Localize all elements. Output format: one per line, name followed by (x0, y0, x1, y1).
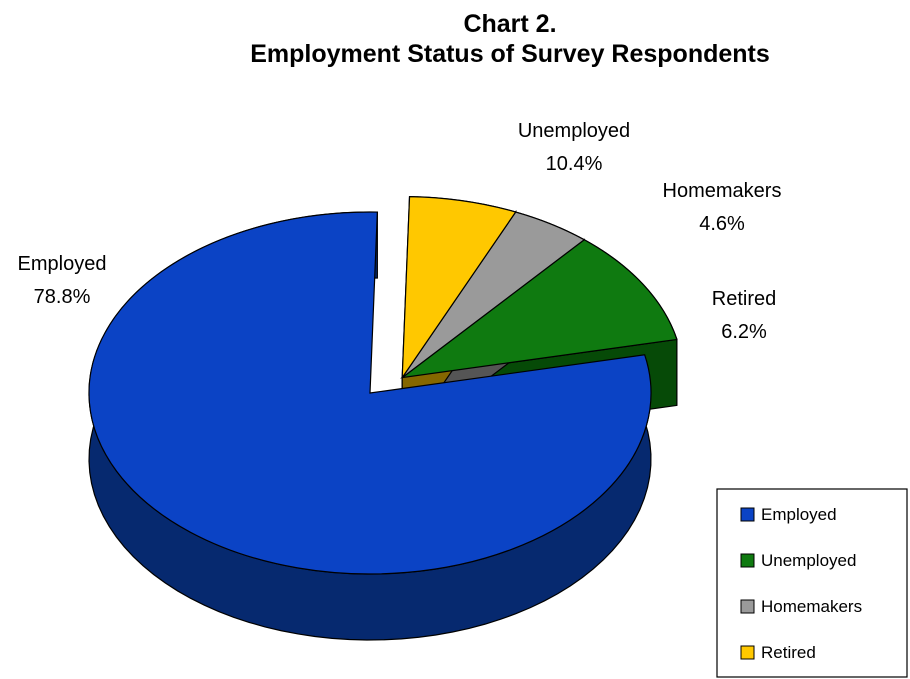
slice-value-label: 6.2% (721, 321, 767, 343)
slice-name-label: Unemployed (518, 120, 630, 142)
legend-label-retired: Retired (761, 643, 816, 662)
slice-name-label: Homemakers (663, 180, 782, 202)
chart-title: Chart 2. (463, 10, 557, 38)
slice-name-label: Retired (712, 288, 776, 310)
pie-slice-retired (401, 196, 517, 380)
legend-label-employed: Employed (761, 505, 837, 524)
slice-value-label: 10.4% (546, 153, 603, 175)
pie-slice-employed (88, 211, 652, 575)
chart-subtitle: Employment Status of Survey Respondents (250, 40, 770, 68)
legend-swatch-homemakers (740, 599, 755, 614)
legend-label-homemakers: Homemakers (761, 597, 862, 616)
slice-value-label: 4.6% (699, 213, 745, 235)
legend-swatch-retired (740, 645, 755, 660)
pie-slice-unemployed (400, 239, 678, 379)
slice-value-label: 78.8% (34, 286, 91, 308)
legend-swatch-employed (740, 507, 755, 522)
legend-label-unemployed: Unemployed (761, 551, 856, 570)
slice-name-label: Employed (18, 253, 107, 275)
legend-swatch-unemployed (740, 553, 755, 568)
